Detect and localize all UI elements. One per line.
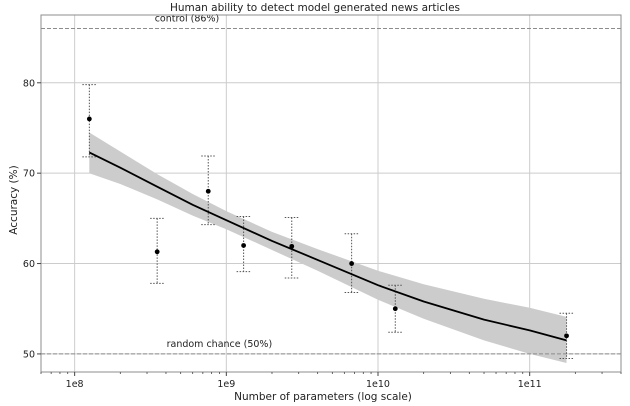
y-axis-ticks: 50 60 70 80	[23, 78, 41, 360]
data-point	[86, 116, 92, 122]
data-point	[205, 188, 211, 194]
reference-line-label: control (86%)	[155, 14, 219, 25]
y-axis-label: Accuracy (%)	[8, 165, 20, 234]
x-tick-label: 1e10	[366, 379, 390, 390]
chart-title: Human ability to detect model generated …	[170, 2, 460, 14]
trend-line	[88, 151, 567, 342]
x-axis-ticks: 1e8 1e9 1e10 1e11	[40, 372, 622, 390]
y-tick-label: 50	[23, 349, 35, 360]
reference-line-label: random chance (50%)	[167, 339, 273, 350]
confidence-band-area	[89, 132, 567, 363]
x-axis-label: Number of parameters (log scale)	[234, 391, 412, 403]
data-point	[349, 261, 355, 266]
confidence-band	[89, 132, 567, 363]
x-tick-label: 1e11	[518, 379, 542, 390]
data-point	[392, 306, 398, 312]
data-point	[154, 249, 160, 255]
y-tick-label: 70	[23, 169, 35, 180]
data-points	[86, 116, 569, 339]
reference-lines: control (86%) random chance (50%)	[41, 14, 621, 355]
y-tick-label: 60	[23, 259, 35, 270]
trend-line-path	[88, 151, 567, 342]
plot-frame	[40, 14, 622, 373]
y-tick-label: 80	[23, 78, 35, 89]
data-point	[241, 243, 247, 248]
data-point	[289, 243, 295, 249]
x-tick-label: 1e8	[66, 379, 84, 390]
x-tick-label: 1e9	[217, 379, 235, 390]
data-point	[564, 333, 569, 339]
